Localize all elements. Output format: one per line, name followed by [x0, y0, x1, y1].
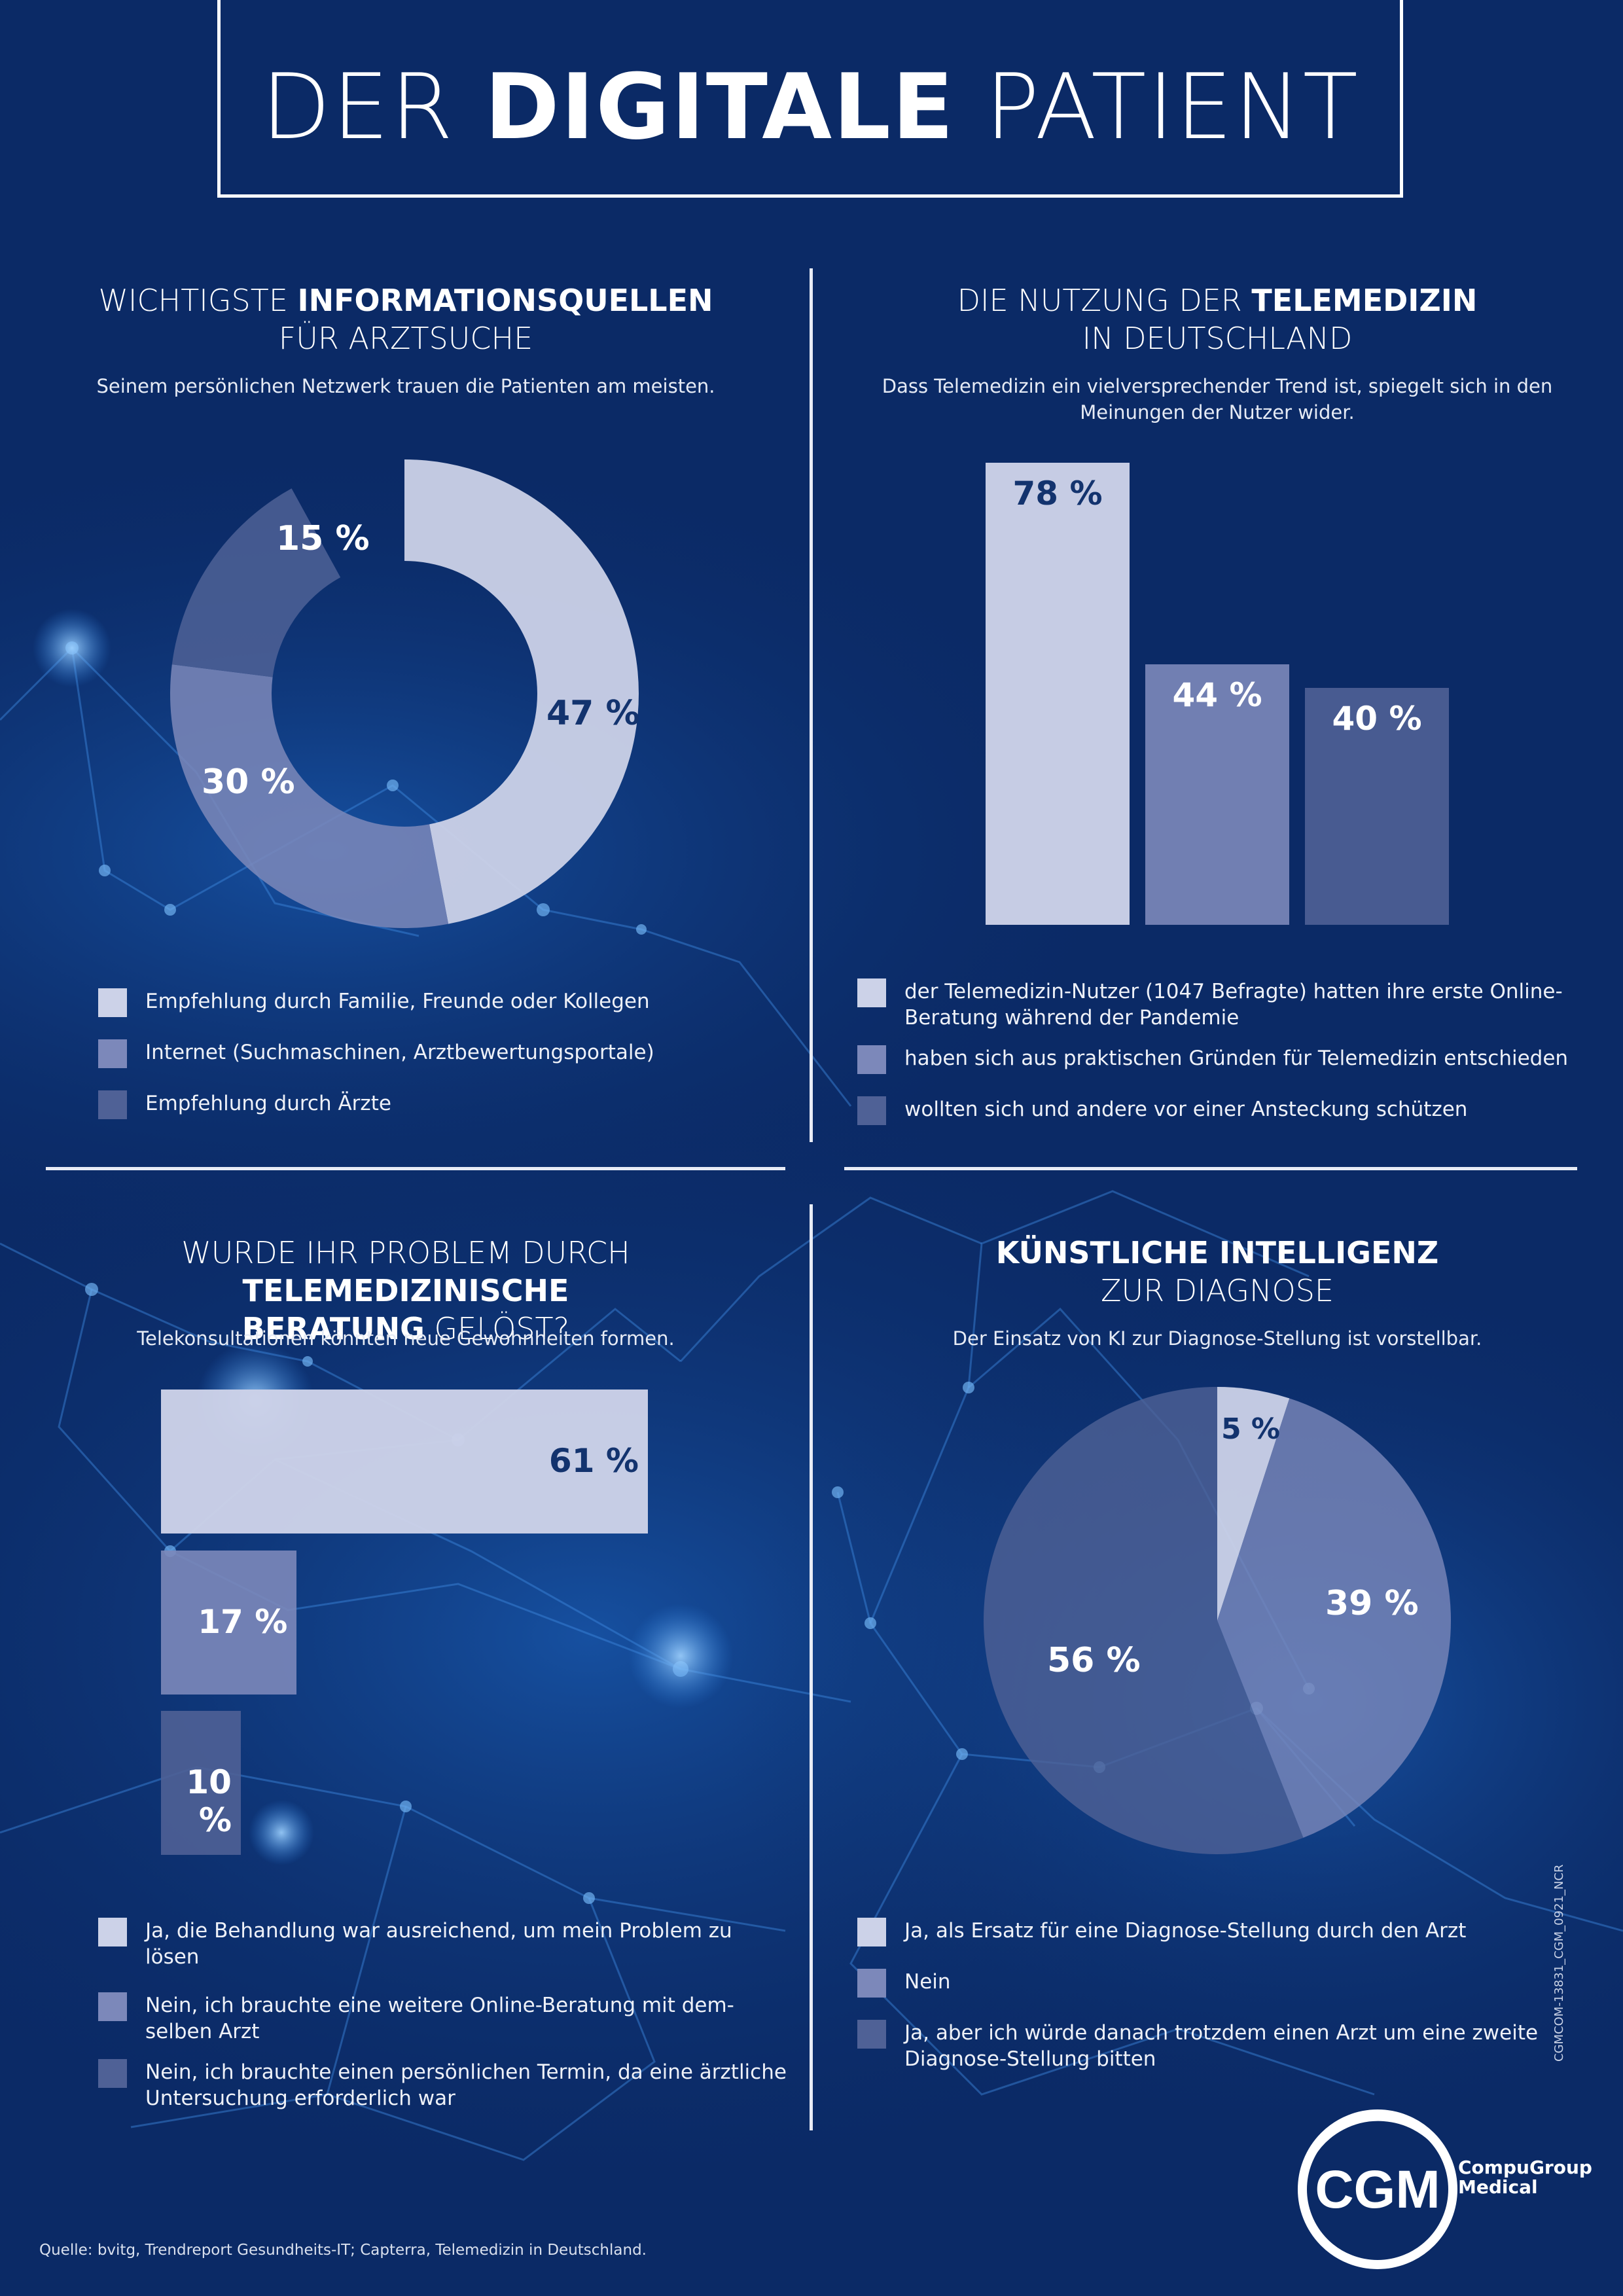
section-4-subtitle: Der Einsatz von KI zur Diagnose-Stellung… [952, 1327, 1482, 1350]
legend-swatch-mid [98, 1039, 127, 1068]
legend-3-item: Ja, die Behandlung war ausreichend, um m… [98, 1918, 792, 1970]
horizontal-bar-label: 17 % [198, 1603, 288, 1641]
logo-wordmark: CompuGroup Medical [1458, 2157, 1592, 2198]
donut-segment [171, 488, 341, 677]
donut-segment [169, 664, 449, 928]
section-2-subtitle: Dass Telemedizin ein vielversprechender … [882, 375, 1553, 423]
legend-swatch-mid [98, 1992, 127, 2021]
title-frame [217, 0, 1403, 198]
divider-horizontal-left [46, 1167, 785, 1170]
legend-swatch-mid [857, 1045, 886, 1074]
document-code: CGMCOM-13831_CGM_0921_NCR [1552, 1864, 1566, 2062]
legend-swatch-dark [857, 2020, 886, 2049]
vertical-bar [1305, 687, 1449, 925]
legend-3-item: Nein, ich brauchte eine weitere Online-B… [98, 1992, 792, 2045]
legend-2-item: der Telemedizin-Nutzer (1047 Befragte) h… [857, 978, 1584, 1031]
divider-vertical-bottom [810, 1204, 813, 2130]
legend-swatch-dark [98, 1090, 127, 1119]
section-1-subtitle: Seinem persönlichen Netzwerk trauen die … [96, 375, 715, 397]
legend-4: Ja, als Ersatz für eine Diagnose-Stellun… [857, 1918, 1584, 2072]
section-3-title: WURDE IHR PROBLEM DURCH TELEMEDIZINISCHE… [181, 1235, 630, 1346]
donut-label-30: 30 % [202, 762, 295, 802]
horizontal-bar [161, 1711, 241, 1855]
vertical-bar [1145, 664, 1289, 925]
pie-label-5: 5 % [1221, 1412, 1281, 1446]
horizontal-bar-label: 61 % [548, 1442, 639, 1480]
horizontal-bar-label: 10 % [186, 1763, 232, 1839]
legend-1: Empfehlung durch Familie, Freunde oder K… [98, 988, 785, 1119]
legend-swatch-light [98, 988, 127, 1017]
logo-mark-text: CGM [1315, 2160, 1440, 2219]
vertical-bar-label: 78 % [1012, 475, 1103, 512]
legend-swatch-dark [98, 2059, 127, 2088]
legend-3-item: Nein, ich brauchte einen persönlichen Te… [98, 2059, 792, 2111]
donut-segment [404, 459, 639, 924]
legend-1-item: Empfehlung durch Ärzte [98, 1090, 785, 1119]
pie-segment [1217, 1387, 1290, 1621]
source-note: Quelle: bvitg, Trendreport Gesundheits-I… [39, 2242, 647, 2259]
legend-4-item: Ja, als Ersatz für eine Diagnose-Stellun… [857, 1918, 1584, 1946]
donut-label-47: 47 % [546, 694, 640, 733]
legend-2-item: wollten sich und andere vor einer Anstec… [857, 1096, 1584, 1125]
pie-segment [983, 1387, 1304, 1854]
legend-swatch-light [857, 978, 886, 1007]
vertical-bar-label: 40 % [1332, 699, 1422, 738]
section-1-title: WICHTIGSTE INFORMATIONSQUELLEN FÜR ARZTSU… [98, 283, 713, 356]
pie-label-56: 56 % [1047, 1641, 1141, 1680]
vertical-bar-label: 44 % [1172, 675, 1262, 714]
page-title: DER DIGITALE PATIENT [261, 54, 1359, 160]
legend-3: Ja, die Behandlung war ausreichend, um m… [98, 1918, 792, 2111]
pie-label-39: 39 % [1325, 1584, 1419, 1623]
legend-4-item: Ja, aber ich würde danach trotzdem einen… [857, 2020, 1584, 2072]
divider-vertical-top [810, 268, 813, 1142]
legend-1-item: Internet (Suchmaschinen, Arztbewertungsp… [98, 1039, 785, 1068]
legend-swatch-mid [857, 1969, 886, 1998]
horizontal-bar [161, 1551, 297, 1695]
donut-label-15: 15 % [276, 519, 370, 558]
pie-segment [1217, 1398, 1451, 1838]
horizontal-bar [161, 1390, 648, 1534]
legend-swatch-light [98, 1918, 127, 1946]
legend-2-item: haben sich aus praktischen Gründen für T… [857, 1045, 1584, 1074]
section-4-title: KÜNSTLICHE INTELLIGENZ ZUR DIAGNOSE [995, 1235, 1439, 1308]
cgm-logo-icon: CGM [1298, 2109, 1457, 2269]
vertical-bar [986, 463, 1130, 925]
legend-1-item: Empfehlung durch Familie, Freunde oder K… [98, 988, 785, 1017]
legend-4-item: Nein [857, 1969, 1584, 1998]
divider-horizontal-right [844, 1167, 1577, 1170]
legend-swatch-dark [857, 1096, 886, 1125]
section-2-title: DIE NUTZUNG DER TELEMEDIZIN IN DEUTSCHLAN… [957, 283, 1478, 356]
section-3-subtitle: Telekonsultationen könnten neue Gewohnhe… [137, 1327, 675, 1350]
legend-2: der Telemedizin-Nutzer (1047 Befragte) h… [857, 978, 1584, 1125]
legend-swatch-light [857, 1918, 886, 1946]
